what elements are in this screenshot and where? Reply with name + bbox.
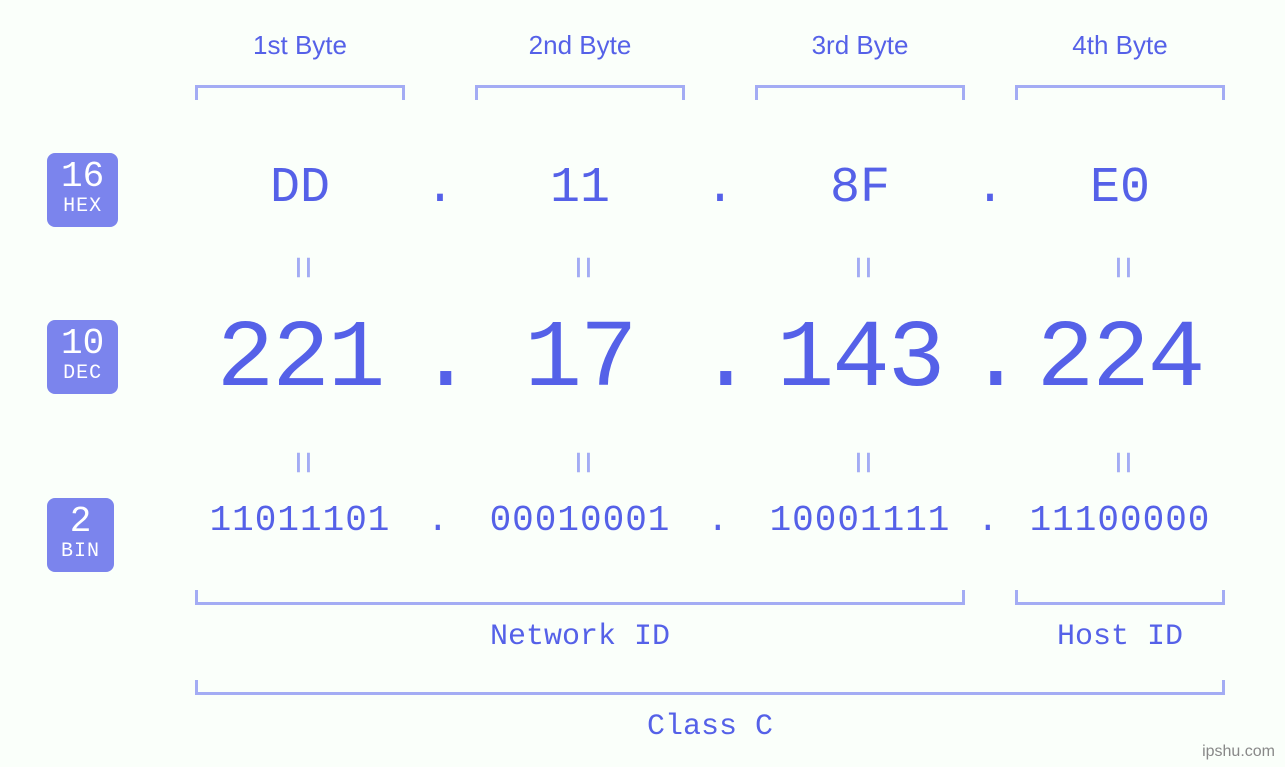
network-id-bracket bbox=[195, 590, 965, 605]
dec-byte-4: 224 bbox=[1000, 305, 1240, 414]
bin-byte-4: 11100000 bbox=[1005, 500, 1235, 541]
equals-hex-dec-3: = bbox=[838, 248, 883, 288]
hex-dot-1: . bbox=[425, 160, 455, 217]
bin-byte-1: 11011101 bbox=[185, 500, 415, 541]
badge-hex-num: 16 bbox=[61, 159, 104, 195]
bin-byte-2: 00010001 bbox=[465, 500, 695, 541]
equals-hex-dec-2: = bbox=[558, 248, 603, 288]
hex-byte-3: 8F bbox=[800, 160, 920, 217]
host-id-label: Host ID bbox=[1015, 620, 1225, 654]
byte-label-4: 4th Byte bbox=[1040, 30, 1200, 61]
bin-dot-1: . bbox=[427, 500, 449, 541]
hex-byte-2: 11 bbox=[520, 160, 640, 217]
dec-byte-2: 17 bbox=[460, 305, 700, 414]
byte-bracket-top-4 bbox=[1015, 85, 1225, 100]
byte-label-1: 1st Byte bbox=[220, 30, 380, 61]
equals-dec-bin-2: = bbox=[558, 443, 603, 483]
badge-bin: 2 BIN bbox=[47, 498, 114, 572]
dec-dot-2: . bbox=[697, 305, 755, 414]
host-id-bracket bbox=[1015, 590, 1225, 605]
badge-dec-lbl: DEC bbox=[61, 364, 104, 384]
equals-dec-bin-3: = bbox=[838, 443, 883, 483]
hex-byte-1: DD bbox=[240, 160, 360, 217]
equals-dec-bin-1: = bbox=[278, 443, 323, 483]
equals-dec-bin-4: = bbox=[1098, 443, 1143, 483]
bin-dot-2: . bbox=[707, 500, 729, 541]
bin-dot-3: . bbox=[977, 500, 999, 541]
badge-hex-lbl: HEX bbox=[61, 197, 104, 217]
equals-hex-dec-4: = bbox=[1098, 248, 1143, 288]
dec-dot-1: . bbox=[417, 305, 475, 414]
badge-hex: 16 HEX bbox=[47, 153, 118, 227]
class-bracket bbox=[195, 680, 1225, 695]
byte-bracket-top-2 bbox=[475, 85, 685, 100]
bin-byte-3: 10001111 bbox=[745, 500, 975, 541]
dec-dot-3: . bbox=[967, 305, 1025, 414]
hex-byte-4: E0 bbox=[1060, 160, 1180, 217]
byte-bracket-top-1 bbox=[195, 85, 405, 100]
dec-byte-1: 221 bbox=[180, 305, 420, 414]
byte-label-3: 3rd Byte bbox=[780, 30, 940, 61]
hex-dot-3: . bbox=[975, 160, 1005, 217]
badge-bin-lbl: BIN bbox=[61, 542, 100, 562]
class-label: Class C bbox=[195, 710, 1225, 744]
byte-label-2: 2nd Byte bbox=[500, 30, 660, 61]
hex-dot-2: . bbox=[705, 160, 735, 217]
byte-bracket-top-3 bbox=[755, 85, 965, 100]
badge-dec: 10 DEC bbox=[47, 320, 118, 394]
equals-hex-dec-1: = bbox=[278, 248, 323, 288]
badge-dec-num: 10 bbox=[61, 326, 104, 362]
badge-bin-num: 2 bbox=[61, 504, 100, 540]
watermark: ipshu.com bbox=[1202, 743, 1275, 761]
network-id-label: Network ID bbox=[195, 620, 965, 654]
dec-byte-3: 143 bbox=[740, 305, 980, 414]
